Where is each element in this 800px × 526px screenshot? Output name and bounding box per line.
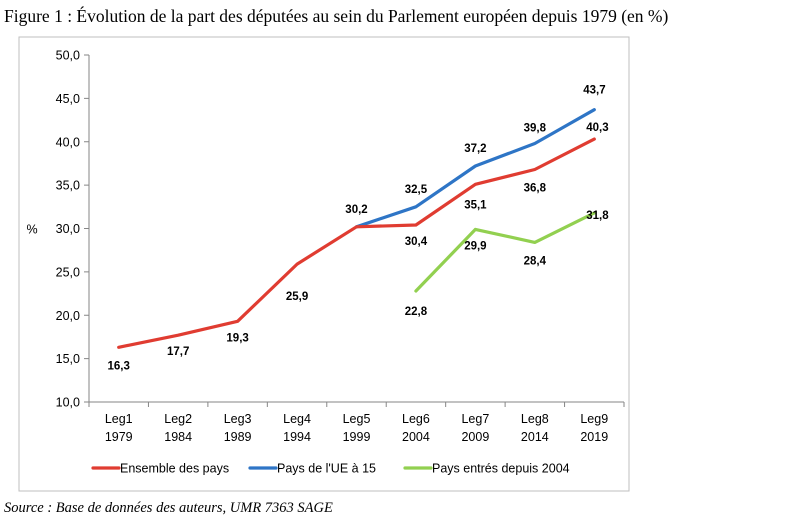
data-label: 17,7 — [167, 346, 189, 358]
chart-axes: 10,0 15,0 20,0 25,0 30,0 35,0 40,0 45,0 50,0% Leg… — [26, 49, 625, 444]
chart-frame — [18, 36, 630, 492]
x-tick-label: Leg8 — [521, 412, 549, 426]
x-tick-label: Leg4 — [283, 412, 311, 426]
legend-label: Pays entrés depuis 2004 — [432, 462, 570, 476]
data-label: 30,2 — [345, 204, 367, 216]
series-lines — [117, 108, 596, 349]
x-tick-label-year: 1979 — [105, 430, 133, 444]
chart-legend: Ensemble des pays Pays de l'UE à 15 Pays e… — [91, 462, 570, 476]
y-axis-label: % — [26, 223, 37, 237]
data-label: 25,9 — [286, 291, 308, 303]
x-tick-label-year: 1994 — [283, 430, 311, 444]
data-label: 22,8 — [405, 306, 428, 318]
x-tick-label-year: 1999 — [343, 430, 371, 444]
x-tick-label-year: 2009 — [461, 430, 489, 444]
figure-source: Source : Base de données des auteurs, UM… — [4, 500, 333, 516]
x-tick-label-year: 1984 — [164, 430, 192, 444]
x-tick-label-year: 2014 — [521, 430, 549, 444]
data-label: 16,3 — [108, 360, 130, 372]
data-label: 31,8 — [586, 210, 609, 222]
data-label: 32,5 — [405, 184, 428, 196]
data-label: 35,1 — [464, 199, 487, 211]
data-label: 29,9 — [464, 240, 486, 252]
data-label: 43,7 — [583, 85, 605, 97]
y-tick-label: 20,0 — [56, 309, 80, 323]
x-tick-label-year: 1989 — [224, 430, 252, 444]
data-label: 39,8 — [524, 122, 547, 134]
series-line-3 — [414, 211, 596, 293]
x-tick-label: Leg2 — [164, 412, 192, 426]
data-label: 30,4 — [405, 236, 428, 248]
x-tick-label: Leg9 — [580, 412, 608, 426]
data-label: 37,2 — [464, 143, 486, 155]
y-tick-label: 30,0 — [56, 222, 80, 236]
x-tick-label: Leg7 — [461, 412, 489, 426]
x-tick-label: Leg3 — [224, 412, 252, 426]
y-tick-label: 25,0 — [56, 265, 80, 279]
x-tick-label-year: 2019 — [580, 430, 608, 444]
y-tick-label: 10,0 — [56, 396, 80, 410]
data-label: 28,4 — [524, 255, 547, 267]
data-label: 40,3 — [586, 122, 608, 134]
y-tick-label: 35,0 — [56, 179, 80, 193]
x-tick-label-year: 2004 — [402, 430, 430, 444]
legend-label: Pays de l'UE à 15 — [277, 462, 376, 476]
y-tick-label: 50,0 — [56, 49, 80, 63]
data-label: 19,3 — [226, 332, 248, 344]
data-label: 36,8 — [524, 183, 547, 195]
series-line-2 — [354, 108, 596, 229]
y-tick-label: 15,0 — [56, 352, 80, 366]
y-tick-label: 45,0 — [56, 92, 80, 106]
x-tick-label: Leg6 — [402, 412, 430, 426]
figure-title: Figure 1 : Évolution de la part des dépu… — [4, 6, 669, 26]
x-tick-label: Leg5 — [343, 412, 371, 426]
series-line-1 — [117, 137, 596, 349]
y-tick-label: 40,0 — [56, 135, 80, 149]
legend-label: Ensemble des pays — [120, 462, 229, 476]
data-labels: 16,3 17,7 19,3 25,9 30,2 30,4 35,1 36,8 40,3 32,5… — [108, 85, 610, 373]
x-tick-label: Leg1 — [105, 412, 133, 426]
